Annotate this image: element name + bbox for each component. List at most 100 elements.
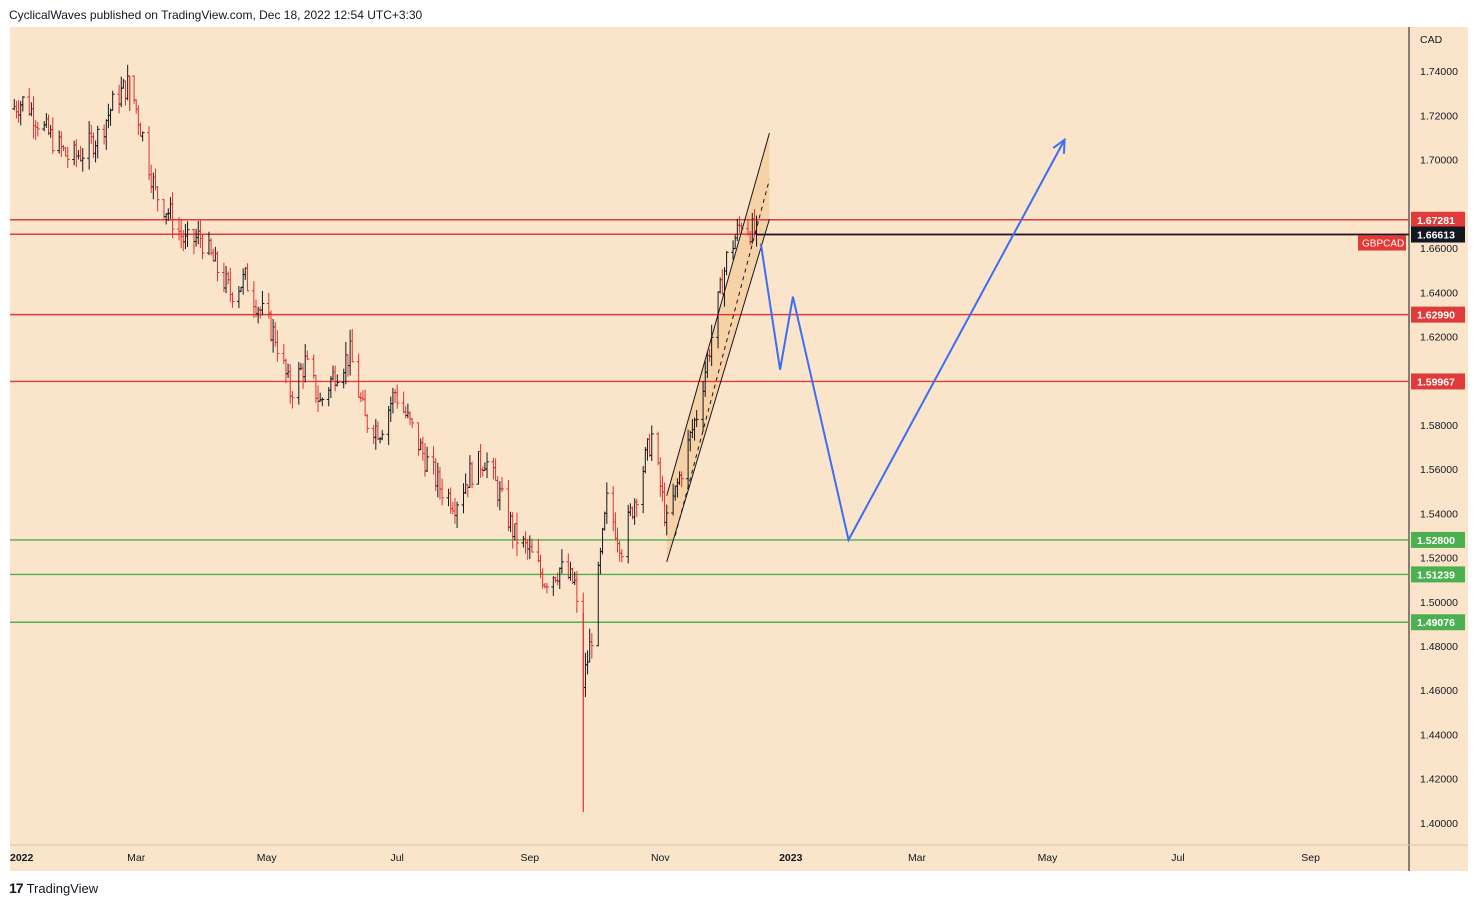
x-tick-label: Sep	[520, 852, 539, 864]
price-badge-label: 1.51239	[1417, 569, 1455, 581]
price-bar	[395, 384, 400, 409]
y-tick-label: 1.64000	[1420, 287, 1458, 299]
y-tick-label: 1.54000	[1420, 508, 1458, 520]
price-bar	[634, 498, 639, 517]
price-bar	[140, 131, 145, 142]
x-tick-label: May	[257, 852, 278, 864]
price-bar	[365, 414, 370, 433]
price-bar	[350, 328, 355, 363]
price-bar	[440, 478, 445, 506]
x-tick-label: Mar	[908, 852, 927, 864]
price-badge	[1411, 614, 1465, 631]
projection-path	[759, 139, 1066, 543]
price-bar	[335, 374, 340, 387]
y-tick-label: 1.70000	[1420, 155, 1458, 167]
price-badge	[1411, 306, 1465, 323]
y-tick-label: 1.74000	[1420, 66, 1458, 78]
current-price-badge	[1411, 226, 1465, 243]
y-tick-label: 1.40000	[1420, 818, 1458, 830]
price-bar	[215, 251, 220, 282]
price-bar	[559, 549, 564, 574]
price-bar	[95, 125, 100, 159]
price-bar	[470, 461, 475, 489]
y-tick-label: 1.66000	[1420, 243, 1458, 255]
y-tick-label: 1.42000	[1420, 774, 1458, 786]
price-bar	[50, 117, 55, 154]
y-tick-label: 1.50000	[1420, 597, 1458, 609]
projection-arrowhead	[1052, 137, 1066, 154]
time-axis-area	[10, 845, 1468, 871]
price-bar	[305, 350, 310, 361]
price-badge	[1411, 566, 1465, 583]
price-bar	[544, 582, 549, 594]
price-bar	[65, 146, 70, 169]
price-bar	[320, 397, 325, 407]
price-bar	[649, 425, 654, 462]
y-tick-label: 1.58000	[1420, 420, 1458, 432]
plot-area	[10, 27, 1409, 845]
brand-name: TradingView	[26, 880, 99, 896]
price-bar	[619, 549, 624, 563]
price-bar	[290, 390, 295, 409]
x-tick-label: May	[1038, 852, 1059, 864]
price-bar	[275, 330, 280, 362]
price-bar	[20, 96, 25, 112]
price-badge	[1411, 531, 1465, 548]
price-bar	[200, 233, 205, 260]
y-tick-label: 1.72000	[1420, 110, 1458, 122]
price-bar	[529, 538, 534, 553]
x-tick-label: 2023	[779, 852, 803, 864]
x-tick-label: Jul	[1171, 852, 1184, 864]
price-bar	[485, 452, 490, 479]
price-badge-label: 1.59967	[1417, 376, 1455, 388]
price-bar	[455, 501, 460, 529]
price-badge-label: 1.67281	[1417, 215, 1455, 227]
x-tick-label: Sep	[1301, 852, 1320, 864]
price-bars	[12, 64, 759, 698]
price-bar	[500, 476, 505, 492]
price-bar	[514, 512, 519, 556]
currency-label: CAD	[1420, 34, 1443, 46]
channel-mid-line	[674, 179, 770, 536]
price-bar	[245, 263, 250, 292]
price-bar	[155, 186, 160, 212]
price-bar	[694, 410, 699, 428]
x-tick-label: Nov	[651, 852, 670, 864]
price-bar	[425, 446, 430, 473]
price-bar	[410, 418, 415, 429]
y-tick-label: 1.56000	[1420, 464, 1458, 476]
price-bar	[80, 147, 85, 172]
price-badge	[1411, 373, 1465, 390]
price-bar	[230, 292, 235, 308]
x-tick-label: Jul	[390, 852, 403, 864]
symbol-tag-label: GBPCAD	[1362, 239, 1404, 250]
price-bar	[589, 633, 594, 659]
symbol-tag	[1358, 235, 1406, 251]
y-tick-label: 1.62000	[1420, 332, 1458, 344]
footer-brand[interactable]: 17 TradingView	[9, 880, 98, 896]
price-bar	[664, 504, 669, 536]
price-badge	[1411, 211, 1465, 228]
price-bar	[574, 571, 579, 613]
price-bar	[724, 251, 729, 276]
tradingview-logo-icon: 17	[9, 880, 24, 896]
x-tick-label: 2022	[10, 852, 34, 864]
price-bar	[110, 90, 115, 111]
channel-lower-line	[666, 219, 770, 563]
price-bar	[260, 290, 265, 316]
channel-upper-line	[666, 132, 770, 496]
y-tick-label: 1.48000	[1420, 641, 1458, 653]
price-badge-label: 1.49076	[1417, 617, 1455, 629]
price-bar	[185, 221, 190, 248]
price-bar	[380, 429, 385, 441]
price-bar	[679, 471, 684, 488]
price-badge-label: 1.62990	[1417, 310, 1455, 322]
price-bar	[604, 482, 609, 524]
current-price-badge-label: 1.66613	[1417, 230, 1455, 242]
y-tick-label: 1.46000	[1420, 685, 1458, 697]
y-tick-label: 1.44000	[1420, 729, 1458, 741]
y-tick-label: 1.52000	[1420, 553, 1458, 565]
price-bar	[170, 192, 175, 238]
publish-info: CyclicalWaves published on TradingView.c…	[9, 8, 423, 22]
